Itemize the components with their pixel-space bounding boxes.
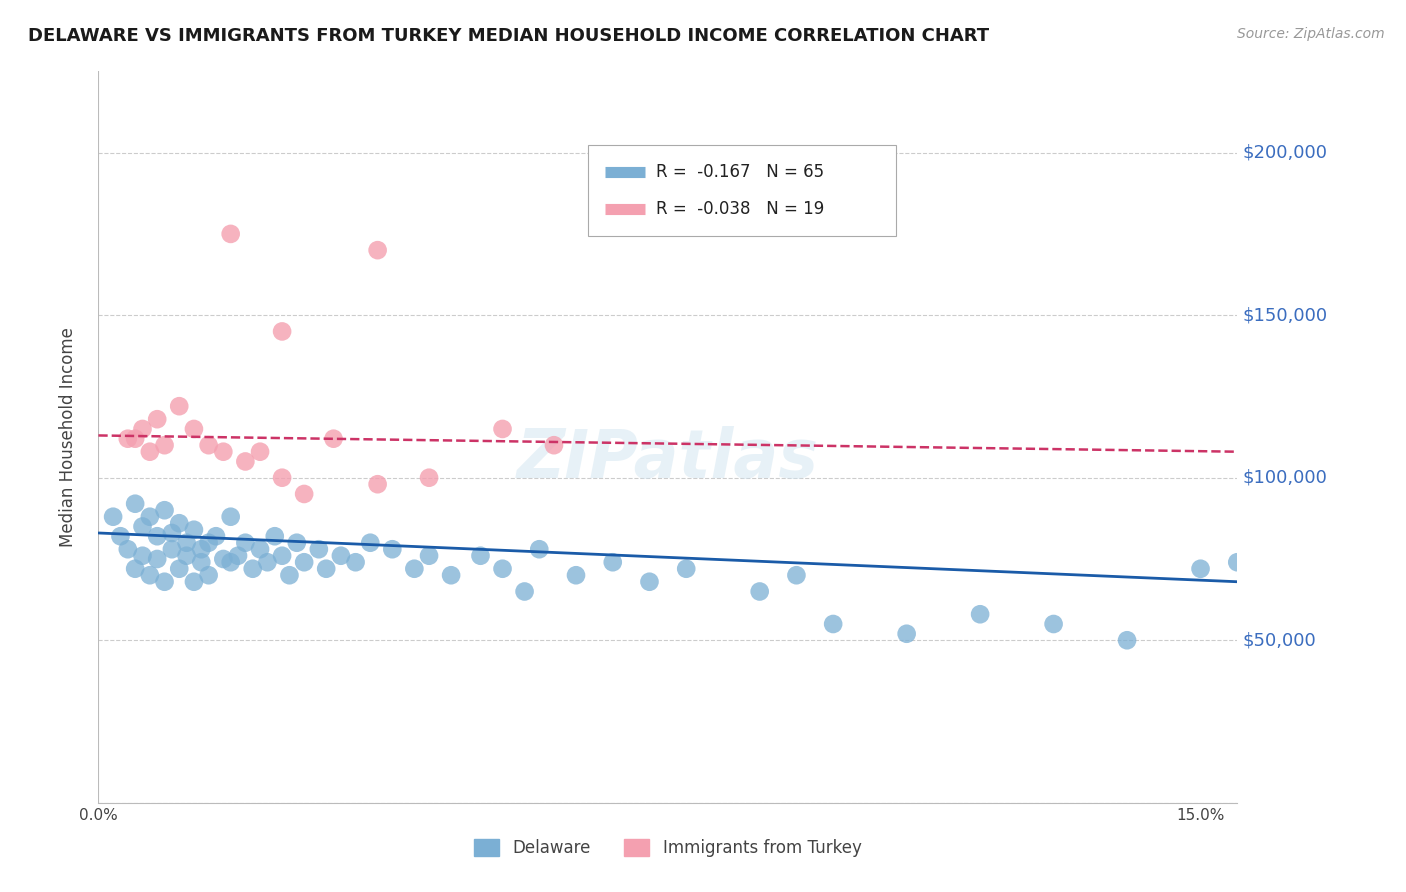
Point — [160, 526, 183, 541]
Point — [146, 529, 169, 543]
Point — [197, 568, 219, 582]
Point — [271, 325, 294, 339]
Point — [367, 477, 389, 491]
Point — [249, 542, 271, 557]
Point — [124, 497, 146, 511]
Text: $150,000: $150,000 — [1243, 306, 1329, 324]
Text: Source: ZipAtlas.com: Source: ZipAtlas.com — [1237, 27, 1385, 41]
Point — [226, 549, 249, 563]
Point — [153, 503, 176, 517]
Point — [205, 529, 228, 543]
Point — [101, 509, 124, 524]
Point — [219, 509, 242, 524]
Point — [131, 549, 153, 563]
Point — [418, 471, 440, 485]
Point — [565, 568, 588, 582]
Legend: Delaware, Immigrants from Turkey: Delaware, Immigrants from Turkey — [468, 832, 868, 864]
Point — [256, 555, 278, 569]
Point — [359, 535, 381, 549]
Point — [292, 555, 315, 569]
Point — [153, 574, 176, 589]
Point — [748, 584, 770, 599]
Point — [153, 438, 176, 452]
Point — [219, 227, 242, 241]
Text: R =  -0.167   N = 65: R = -0.167 N = 65 — [657, 163, 824, 181]
Point — [110, 529, 132, 543]
Point — [969, 607, 991, 622]
Point — [529, 542, 551, 557]
Point — [823, 617, 845, 632]
Point — [470, 549, 492, 563]
Point — [190, 542, 212, 557]
Point — [271, 549, 294, 563]
Point — [381, 542, 404, 557]
Point — [235, 454, 257, 468]
Point — [896, 626, 918, 640]
Point — [167, 516, 190, 531]
Point — [404, 562, 426, 576]
Point — [146, 552, 169, 566]
Point — [638, 574, 661, 589]
Point — [418, 549, 440, 563]
Point — [197, 535, 219, 549]
Point — [315, 562, 337, 576]
Point — [117, 432, 139, 446]
Point — [491, 422, 513, 436]
Point — [278, 568, 301, 582]
Point — [285, 535, 308, 549]
Point — [249, 444, 271, 458]
Text: $50,000: $50,000 — [1243, 632, 1317, 649]
Point — [139, 444, 162, 458]
Point — [190, 555, 212, 569]
Point — [271, 471, 294, 485]
Point — [212, 444, 235, 458]
Point — [160, 542, 183, 557]
Text: R =  -0.038   N = 19: R = -0.038 N = 19 — [657, 200, 825, 218]
Point — [139, 509, 162, 524]
Text: DELAWARE VS IMMIGRANTS FROM TURKEY MEDIAN HOUSEHOLD INCOME CORRELATION CHART: DELAWARE VS IMMIGRANTS FROM TURKEY MEDIA… — [28, 27, 990, 45]
Point — [308, 542, 330, 557]
Point — [675, 562, 697, 576]
Point — [183, 422, 205, 436]
Point — [139, 568, 162, 582]
Point — [197, 438, 219, 452]
Point — [219, 555, 242, 569]
Point — [785, 568, 807, 582]
Point — [292, 487, 315, 501]
Point — [263, 529, 285, 543]
Point — [176, 535, 198, 549]
Point — [131, 519, 153, 533]
Text: $100,000: $100,000 — [1243, 468, 1327, 487]
Point — [344, 555, 367, 569]
Point — [183, 574, 205, 589]
Point — [602, 555, 624, 569]
Point — [183, 523, 205, 537]
Point — [329, 549, 352, 563]
Y-axis label: Median Household Income: Median Household Income — [59, 327, 77, 547]
Point — [235, 535, 257, 549]
Point — [491, 562, 513, 576]
Point — [1042, 617, 1064, 632]
Point — [513, 584, 536, 599]
FancyBboxPatch shape — [588, 145, 896, 235]
Point — [146, 412, 169, 426]
Point — [367, 243, 389, 257]
Point — [117, 542, 139, 557]
Point — [322, 432, 344, 446]
Text: $200,000: $200,000 — [1243, 144, 1329, 161]
Point — [1189, 562, 1212, 576]
Point — [124, 432, 146, 446]
Text: ZIPatlas: ZIPatlas — [517, 426, 818, 492]
Point — [212, 552, 235, 566]
Point — [124, 562, 146, 576]
Point — [131, 422, 153, 436]
Point — [1226, 555, 1249, 569]
Point — [167, 562, 190, 576]
Point — [242, 562, 264, 576]
Point — [167, 399, 190, 413]
Point — [1116, 633, 1139, 648]
Point — [440, 568, 463, 582]
Point — [176, 549, 198, 563]
Point — [543, 438, 565, 452]
